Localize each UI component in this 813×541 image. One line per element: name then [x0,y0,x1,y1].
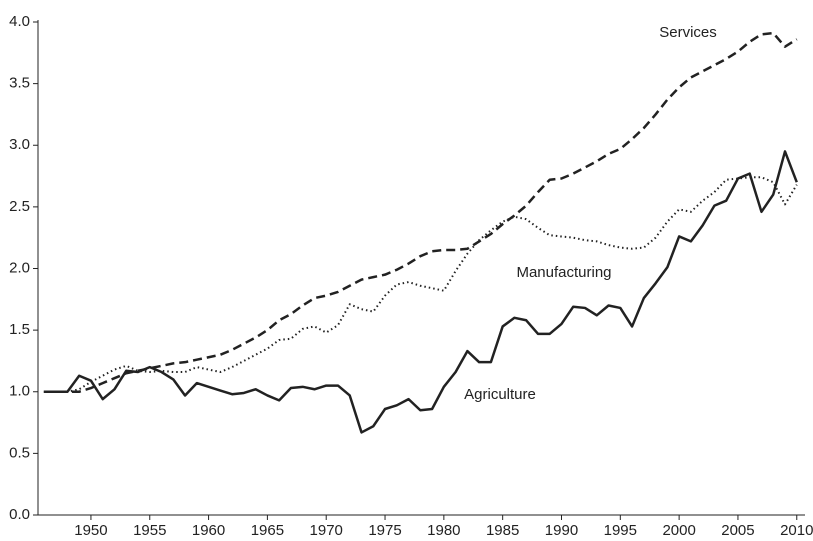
x-tick-label: 1985 [486,522,519,539]
series-label: Manufacturing [516,264,611,281]
x-tick-label: 2000 [662,522,695,539]
y-tick-label: 4.0 [9,13,30,30]
x-tick-label: 1990 [545,522,578,539]
series-label: Services [659,24,717,41]
x-tick-label: 1965 [251,522,284,539]
y-tick-label: 0.5 [9,444,30,461]
x-tick-label: 1960 [192,522,225,539]
x-tick-label: 2005 [721,522,754,539]
x-tick-label: 1995 [604,522,637,539]
y-tick-label: 1.0 [9,383,30,400]
x-tick-label: 1975 [368,522,401,539]
x-tick-label: 1970 [310,522,343,539]
x-tick-label: 1950 [74,522,107,539]
series-line [43,31,798,393]
series-line [43,150,798,434]
y-tick-label: 2.0 [9,259,30,276]
series-line [43,176,798,393]
x-tick-label: 1980 [427,522,460,539]
x-tick-label: 1955 [133,522,166,539]
y-tick-label: 1.5 [9,321,30,338]
y-tick-label: 3.0 [9,136,30,153]
y-tick-label: 3.5 [9,75,30,92]
x-tick-label: 2010 [780,522,813,539]
series-label: Agriculture [464,386,536,403]
y-tick-label: 2.5 [9,198,30,215]
y-tick-label: 0.0 [9,506,30,523]
